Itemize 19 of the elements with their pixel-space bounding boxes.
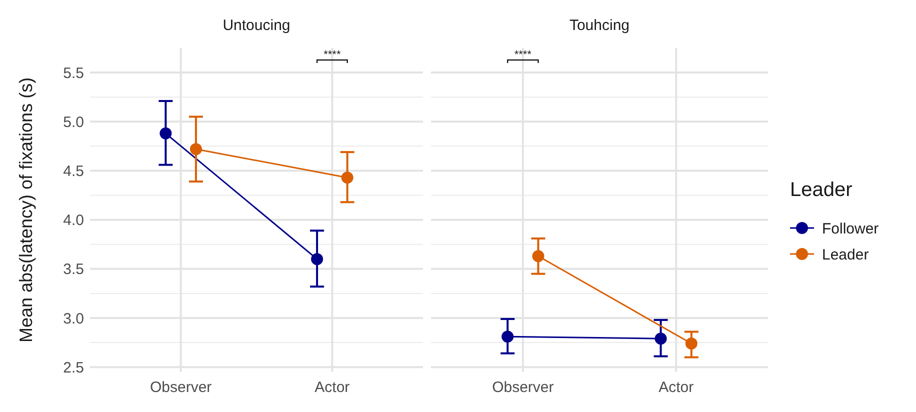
y-tick-label: 2.5 bbox=[63, 359, 84, 376]
y-tick-label: 4.0 bbox=[63, 212, 84, 230]
y-tick-label: 4.5 bbox=[63, 162, 84, 180]
chart-title: Touhcing bbox=[569, 17, 630, 34]
legend-title: Leader bbox=[790, 179, 853, 201]
x-tick-label: Actor bbox=[658, 379, 694, 396]
y-tick-label: 3.0 bbox=[63, 310, 84, 328]
x-tick-label: Observer bbox=[150, 379, 212, 396]
x-tick-label: Actor bbox=[314, 379, 350, 396]
y-axis-title: Mean abs(latency) of fixations (s) bbox=[16, 77, 36, 343]
annotation: **** bbox=[514, 49, 532, 61]
y-tick-label: 3.5 bbox=[63, 261, 84, 278]
x-tick-label: Observer bbox=[492, 379, 554, 396]
chart-title: Untoucing bbox=[222, 17, 290, 34]
legend-label: Leader bbox=[822, 246, 869, 264]
legend-label: Follower bbox=[822, 220, 879, 238]
y-tick-label: 5.5 bbox=[63, 64, 84, 82]
annotation: **** bbox=[324, 49, 342, 61]
y-tick-label: 5.0 bbox=[63, 114, 84, 131]
